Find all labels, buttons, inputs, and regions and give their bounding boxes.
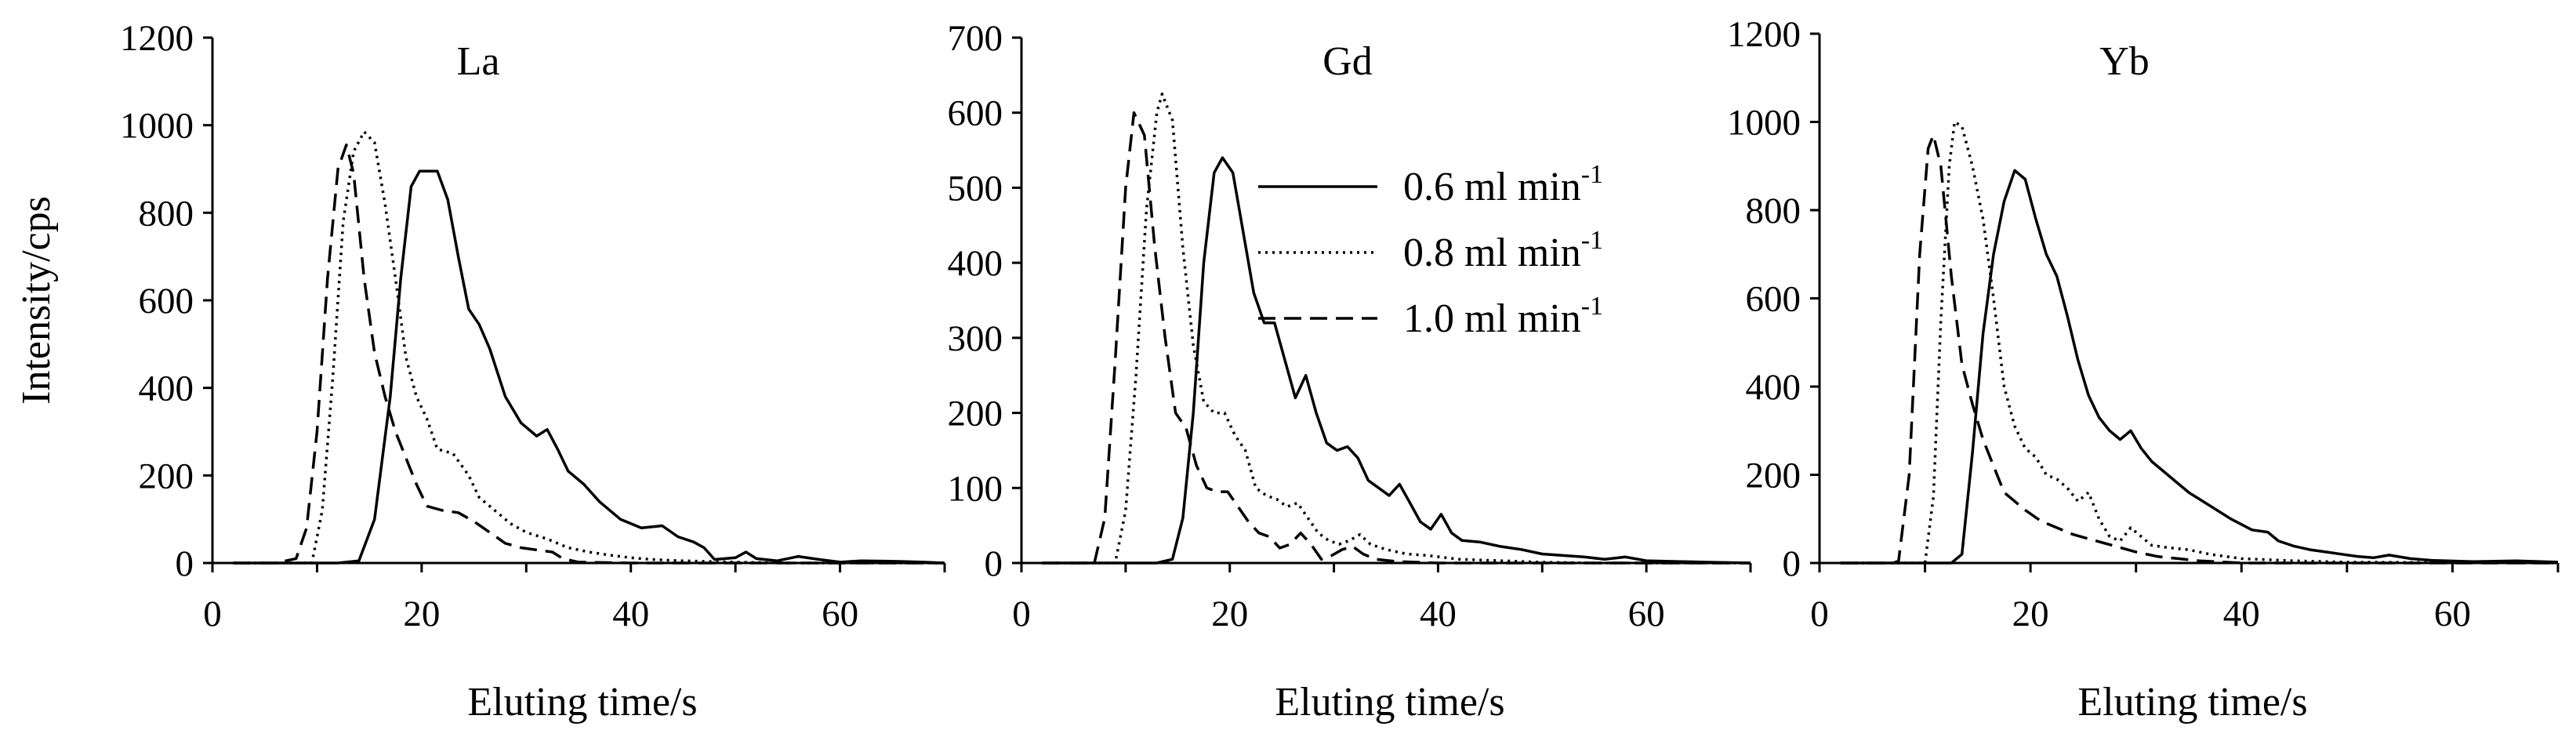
- panel-la: 0 200 400 600 800 1000 1200 0 20 40 60 Eluting time…: [120, 18, 946, 725]
- x-tick-label: 0: [1012, 594, 1031, 634]
- x-tick-label: 20: [403, 594, 440, 634]
- y-tick-label: 400: [139, 369, 194, 409]
- series-line-dashed: [1840, 133, 2558, 565]
- series-line-dotted: [1840, 120, 2559, 565]
- y-tick-label: 600: [139, 281, 194, 321]
- y-tick-label: 400: [948, 243, 1003, 284]
- series-line-dashed: [233, 143, 945, 565]
- series-line-solid: [1042, 156, 1751, 565]
- y-tick-label: 1000: [120, 106, 194, 147]
- panel-title: La: [457, 39, 500, 84]
- y-tick-label: 100: [948, 468, 1003, 509]
- y-tick-label: 800: [1746, 191, 1801, 231]
- x-axis-title: Eluting time/s: [2077, 680, 2307, 725]
- y-tick-label: 300: [948, 318, 1003, 359]
- y-tick-label: 1000: [1727, 103, 1801, 143]
- legend-label-text: 1.0 ml min: [1403, 296, 1581, 341]
- legend: 0.6 ml min-10.8 ml min-11.0 ml min-1: [1258, 160, 1603, 341]
- y-tick-label: 600: [1746, 279, 1801, 320]
- x-tick-label: 40: [2223, 594, 2260, 634]
- legend-label: 0.6 ml min-1: [1403, 160, 1603, 209]
- series-line-dashed: [1042, 111, 1751, 565]
- y-tick-label: 1200: [120, 18, 194, 59]
- y-tick-label: 600: [948, 93, 1003, 134]
- panel-title: Gd: [1322, 39, 1373, 84]
- x-tick-label: 60: [2434, 594, 2471, 634]
- x-tick-label: 0: [1810, 594, 1829, 634]
- x-tick-label: 20: [2012, 594, 2049, 634]
- panel-gd: 0 100 200 300 400 500 600 700 0 20 40 60 Eluting tim…: [948, 18, 1752, 725]
- legend-label-superscript: -1: [1581, 160, 1603, 189]
- legend-label-text: 0.8 ml min: [1403, 231, 1581, 275]
- legend-label-text: 0.6 ml min: [1403, 165, 1581, 209]
- y-tick-label: 0: [176, 543, 194, 584]
- y-tick-label: 700: [948, 18, 1003, 59]
- y-tick-label: 200: [139, 456, 194, 496]
- y-tick-label: 1200: [1727, 14, 1801, 55]
- series-line-solid: [233, 169, 945, 565]
- x-tick-label: 20: [1211, 594, 1248, 634]
- panel-title: Yb: [2099, 39, 2150, 84]
- y-tick-label: 500: [948, 168, 1003, 209]
- x-axis-title: Eluting time/s: [467, 680, 697, 725]
- y-axis-title: Intensity/cps: [14, 196, 59, 405]
- legend-label: 0.8 ml min-1: [1403, 226, 1603, 275]
- x-tick-label: 40: [612, 594, 649, 634]
- y-tick-label: 0: [985, 543, 1003, 584]
- panel-yb: 0 200 400 600 800 1000 1200 0 20 40 60 Eluting time…: [1727, 14, 2560, 725]
- x-tick-label: 40: [1420, 594, 1457, 634]
- y-tick-label: 400: [1746, 367, 1801, 408]
- x-tick-label: 60: [1628, 594, 1665, 634]
- legend-label-superscript: -1: [1581, 226, 1603, 255]
- y-tick-label: 800: [139, 193, 194, 234]
- series-line-solid: [1840, 169, 2559, 565]
- y-tick-label: 0: [1783, 543, 1801, 584]
- x-axis-title: Eluting time/s: [1275, 680, 1504, 725]
- y-tick-label: 200: [948, 394, 1003, 434]
- series-line-dotted: [233, 130, 945, 565]
- y-tick-label: 200: [1746, 456, 1801, 496]
- series-line-dotted: [1042, 93, 1751, 565]
- x-tick-label: 0: [203, 594, 222, 634]
- legend-label-superscript: -1: [1581, 292, 1603, 321]
- legend-label: 1.0 ml min-1: [1403, 292, 1603, 341]
- x-tick-label: 60: [822, 594, 858, 634]
